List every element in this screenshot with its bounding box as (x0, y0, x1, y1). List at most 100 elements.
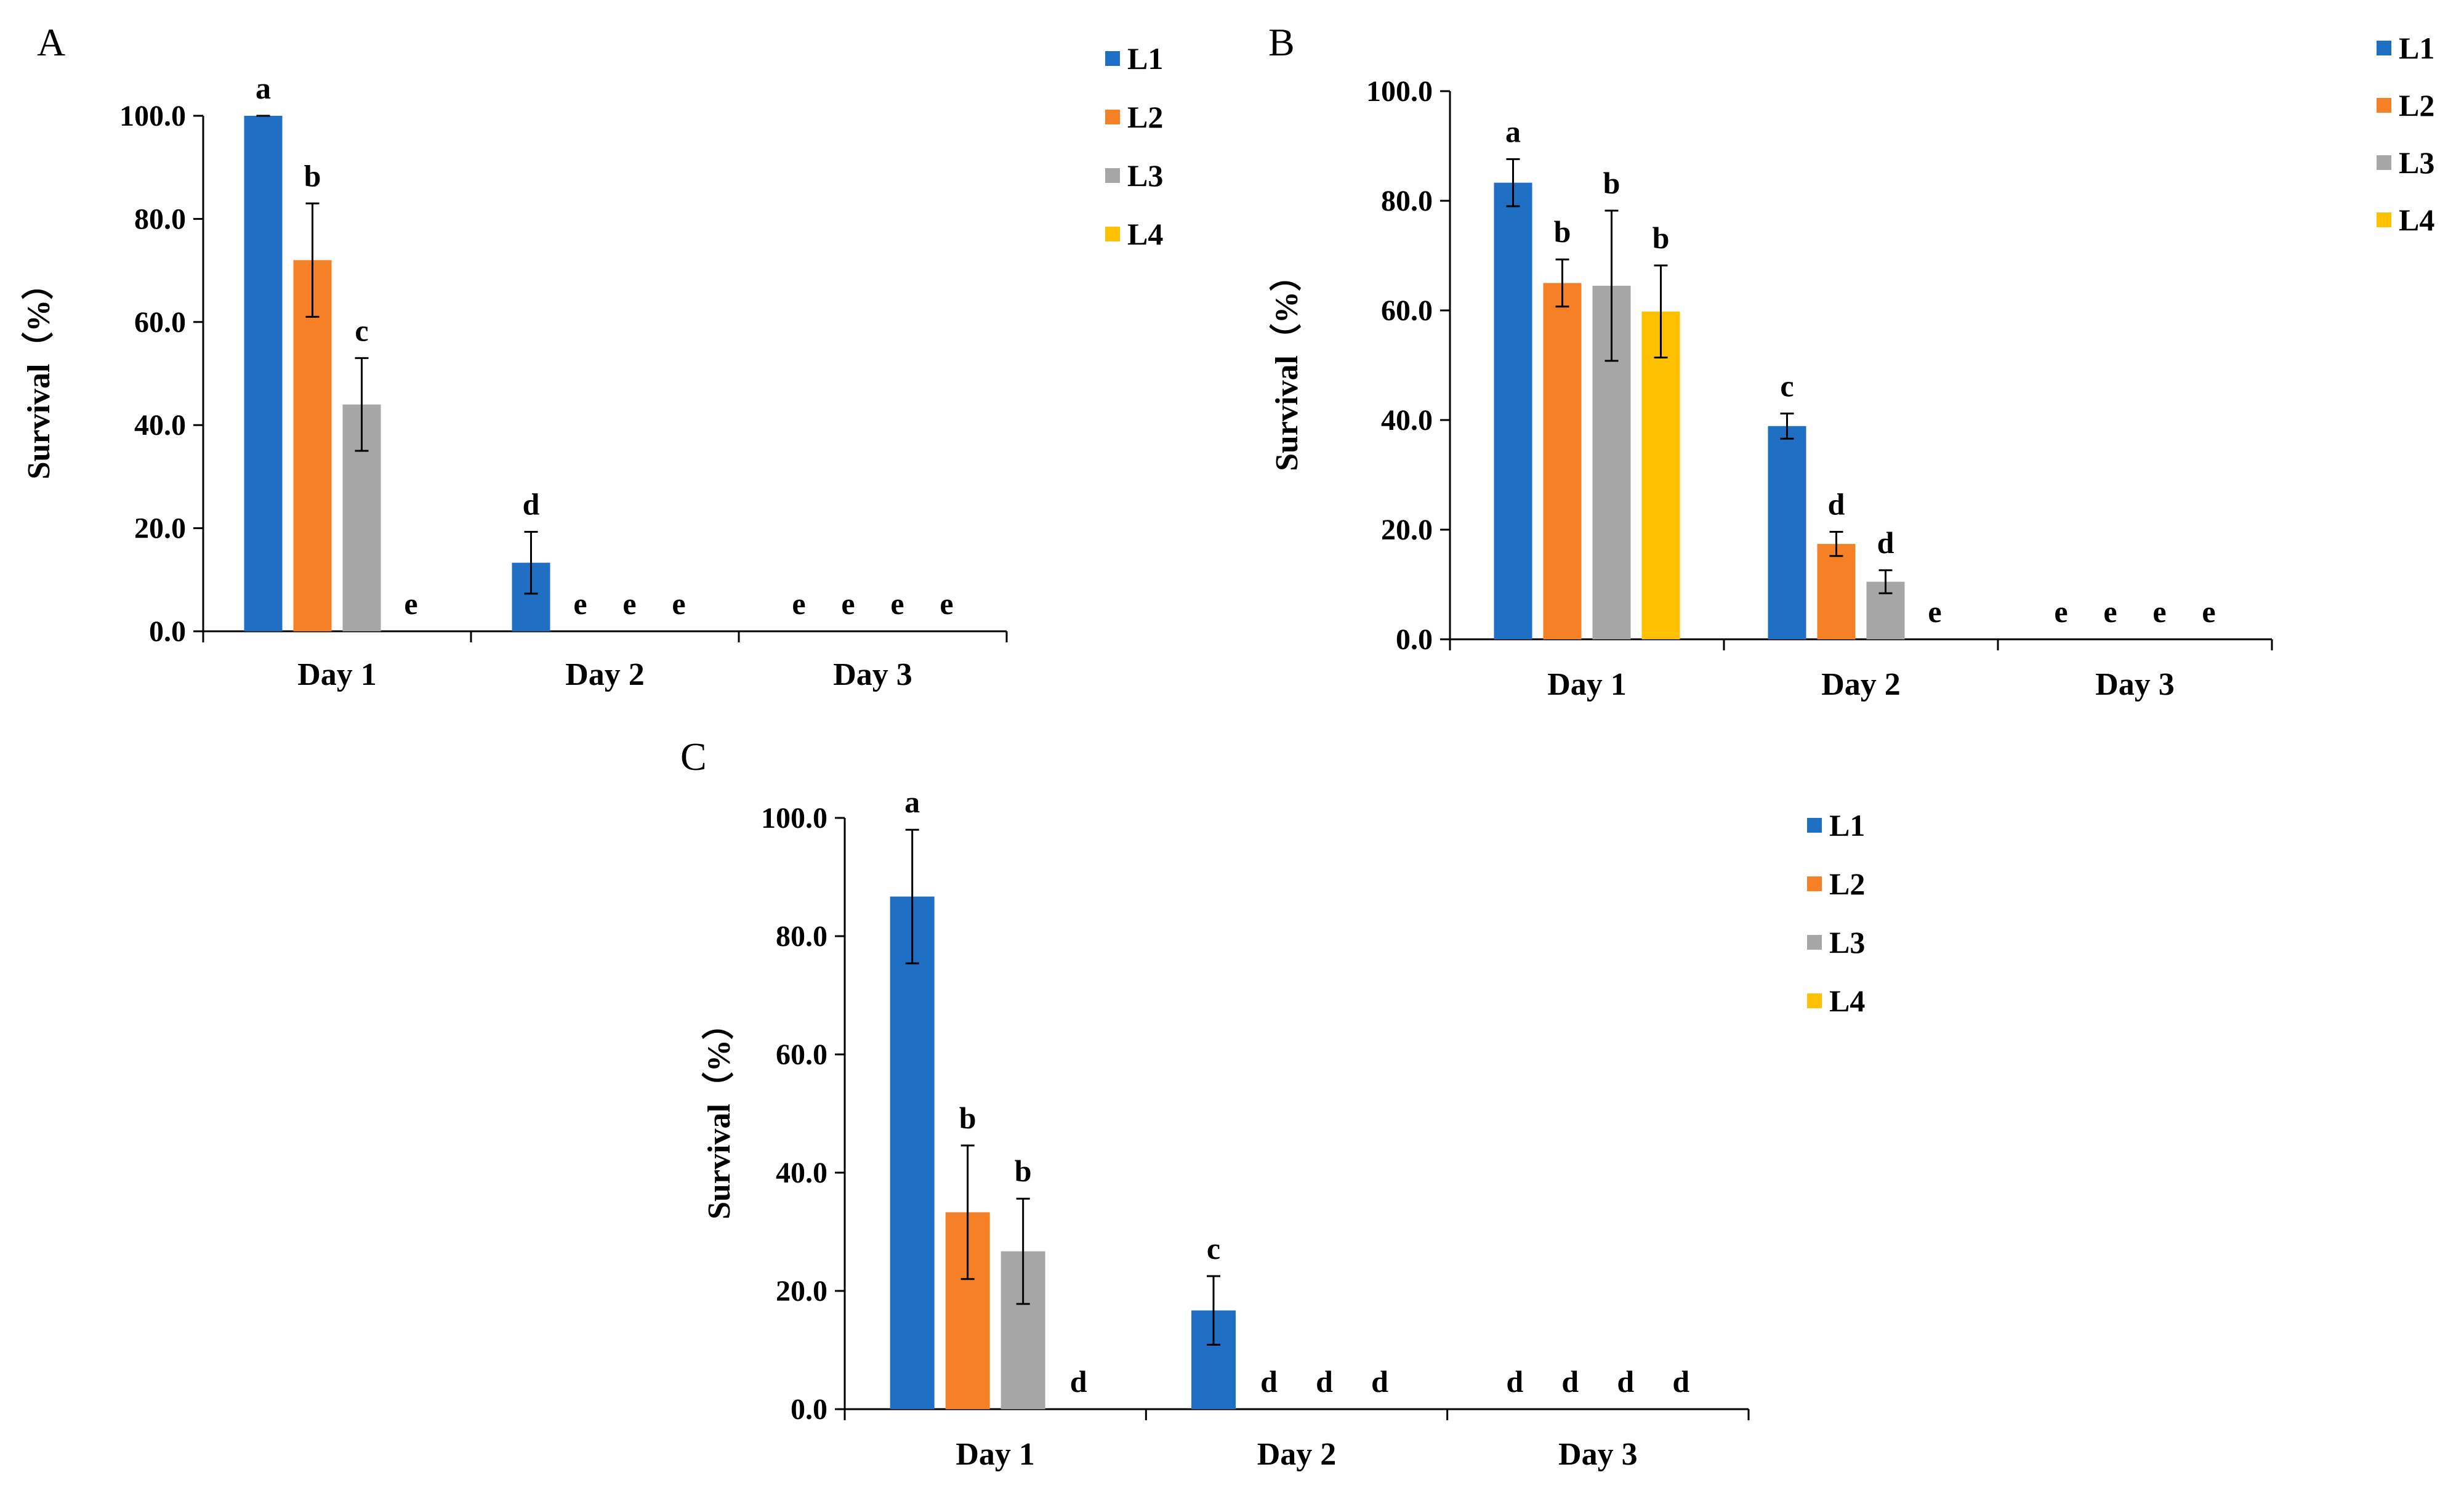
legend-swatch-l2 (1807, 876, 1822, 891)
significance-letter: d (1506, 1364, 1523, 1399)
legend: L1 L2 L3 L4 (2377, 31, 2434, 237)
y-tick-label: 20.0 (1381, 514, 1433, 546)
significance-letter: b (1554, 214, 1571, 249)
bar-l2-1 (1543, 283, 1582, 639)
significance-letter: d (1877, 525, 1894, 560)
y-tick-label: 100.0 (1366, 75, 1433, 108)
y-tick-label: 20.0 (776, 1275, 827, 1308)
significance-letter: c (355, 313, 368, 347)
x-tick-label: Day 1 (297, 657, 377, 692)
significance-letter: d (1371, 1364, 1388, 1399)
legend-label: L1 (2399, 31, 2434, 65)
y-axis-title: Survival（%） (1269, 259, 1305, 471)
legend-swatch-l2 (2377, 98, 2391, 113)
legend-swatch-l1 (2377, 41, 2391, 55)
significance-letter: e (404, 586, 417, 621)
x-tick-label: Day 3 (2095, 667, 2175, 702)
y-tick-label: 40.0 (776, 1157, 827, 1189)
significance-letter: d (1070, 1364, 1087, 1399)
significance-letter: b (1653, 220, 1670, 255)
significance-letter: d (1828, 487, 1845, 522)
significance-letter: e (2152, 594, 2166, 629)
legend-swatch-l1 (1105, 51, 1120, 66)
significance-letter: e (2103, 594, 2117, 629)
panel-c: C 0.0 20.0 40.0 60.0 80.0 100.0 Survival（%） Day … (680, 735, 1865, 1472)
panel-b: B 0.0 20.0 40.0 60.0 80.0 100.0 Survival（%） Day … (1268, 20, 2434, 702)
significance-letter: a (256, 71, 271, 105)
panel-a-label: A (37, 20, 65, 64)
significance-letter: d (1260, 1364, 1278, 1399)
significance-letter: a (1505, 114, 1521, 148)
legend: L1 L2 L3 L4 (1105, 41, 1163, 251)
legend-swatch-l4 (1105, 227, 1120, 241)
legend-swatch-l3 (2377, 155, 2391, 170)
significance-letter: a (904, 785, 920, 819)
y-tick-label: 80.0 (1381, 185, 1433, 217)
panel-a: A 0.0 20.0 40.0 60.0 80.0 100.0 Survival（%） Day … (21, 20, 1163, 692)
significance-letter: e (841, 586, 855, 621)
significance-letter: b (304, 158, 321, 193)
x-tick-label: Day 3 (833, 657, 912, 692)
significance-letter: d (523, 487, 540, 521)
bar-l4-1 (1641, 311, 1680, 639)
significance-letter: e (672, 586, 685, 621)
significance-letter: b (1603, 166, 1621, 200)
y-tick-label: 100.0 (119, 100, 186, 132)
y-tick-label: 0.0 (1396, 623, 1433, 656)
significance-letter: d (1672, 1364, 1689, 1399)
significance-letter: d (1617, 1364, 1634, 1399)
legend-label: L2 (1127, 100, 1163, 134)
y-axis-title: Survival（%） (21, 268, 57, 480)
y-axis-title: Survival（%） (701, 1008, 737, 1219)
legend-swatch-l2 (1105, 110, 1120, 124)
bar-l2-2 (1817, 544, 1856, 639)
significance-letter: d (1316, 1364, 1333, 1399)
significance-letter: e (622, 586, 636, 621)
panel-b-label: B (1268, 20, 1295, 64)
legend-label: L3 (1127, 158, 1163, 193)
y-tick-label: 80.0 (776, 920, 827, 953)
legend-swatch-l3 (1105, 168, 1120, 183)
legend-label: L2 (2399, 88, 2434, 123)
significance-letter: e (573, 586, 587, 621)
panel-c-label: C (680, 735, 707, 778)
significance-letter: b (1015, 1154, 1032, 1188)
y-tick-label: 40.0 (134, 409, 186, 442)
x-tick-label: Day 3 (1558, 1437, 1638, 1472)
y-tick-label: 100.0 (761, 802, 827, 835)
legend-label: L4 (1127, 217, 1163, 251)
legend-label: L1 (1829, 808, 1865, 843)
legend-label: L4 (1829, 984, 1865, 1018)
x-tick-label: Day 2 (1257, 1437, 1337, 1472)
legend-label: L3 (1829, 925, 1865, 960)
bar-l2-1 (293, 260, 332, 631)
y-tick-label: 60.0 (776, 1038, 827, 1071)
significance-letter: e (792, 586, 805, 621)
significance-letter: e (1928, 594, 1941, 629)
significance-letter: c (1207, 1231, 1220, 1266)
significance-letter: e (940, 586, 953, 621)
y-tick-label: 0.0 (149, 615, 186, 648)
x-tick-label: Day 2 (565, 657, 645, 692)
y-tick-label: 20.0 (134, 512, 186, 545)
legend-swatch-l3 (1807, 935, 1822, 950)
x-tick-label: Day 2 (1821, 667, 1901, 702)
bar-l1-1 (1494, 182, 1532, 639)
legend-label: L4 (2399, 203, 2434, 237)
y-tick-label: 60.0 (1381, 294, 1433, 327)
significance-letter: d (1561, 1364, 1579, 1399)
bar-l1-1 (890, 896, 935, 1409)
legend-swatch-l4 (1807, 993, 1822, 1008)
bar-l1-1 (244, 116, 283, 631)
significance-letter: e (2202, 594, 2215, 629)
significance-letter: c (1780, 368, 1794, 403)
significance-letter: e (890, 586, 904, 621)
legend-label: L2 (1829, 867, 1865, 901)
x-tick-label: Day 1 (956, 1437, 1035, 1472)
significance-letter: e (2054, 594, 2067, 629)
x-tick-label: Day 1 (1547, 667, 1627, 702)
bar-l1-2 (1768, 426, 1806, 639)
legend-label: L1 (1127, 41, 1163, 76)
y-tick-label: 0.0 (791, 1393, 827, 1426)
